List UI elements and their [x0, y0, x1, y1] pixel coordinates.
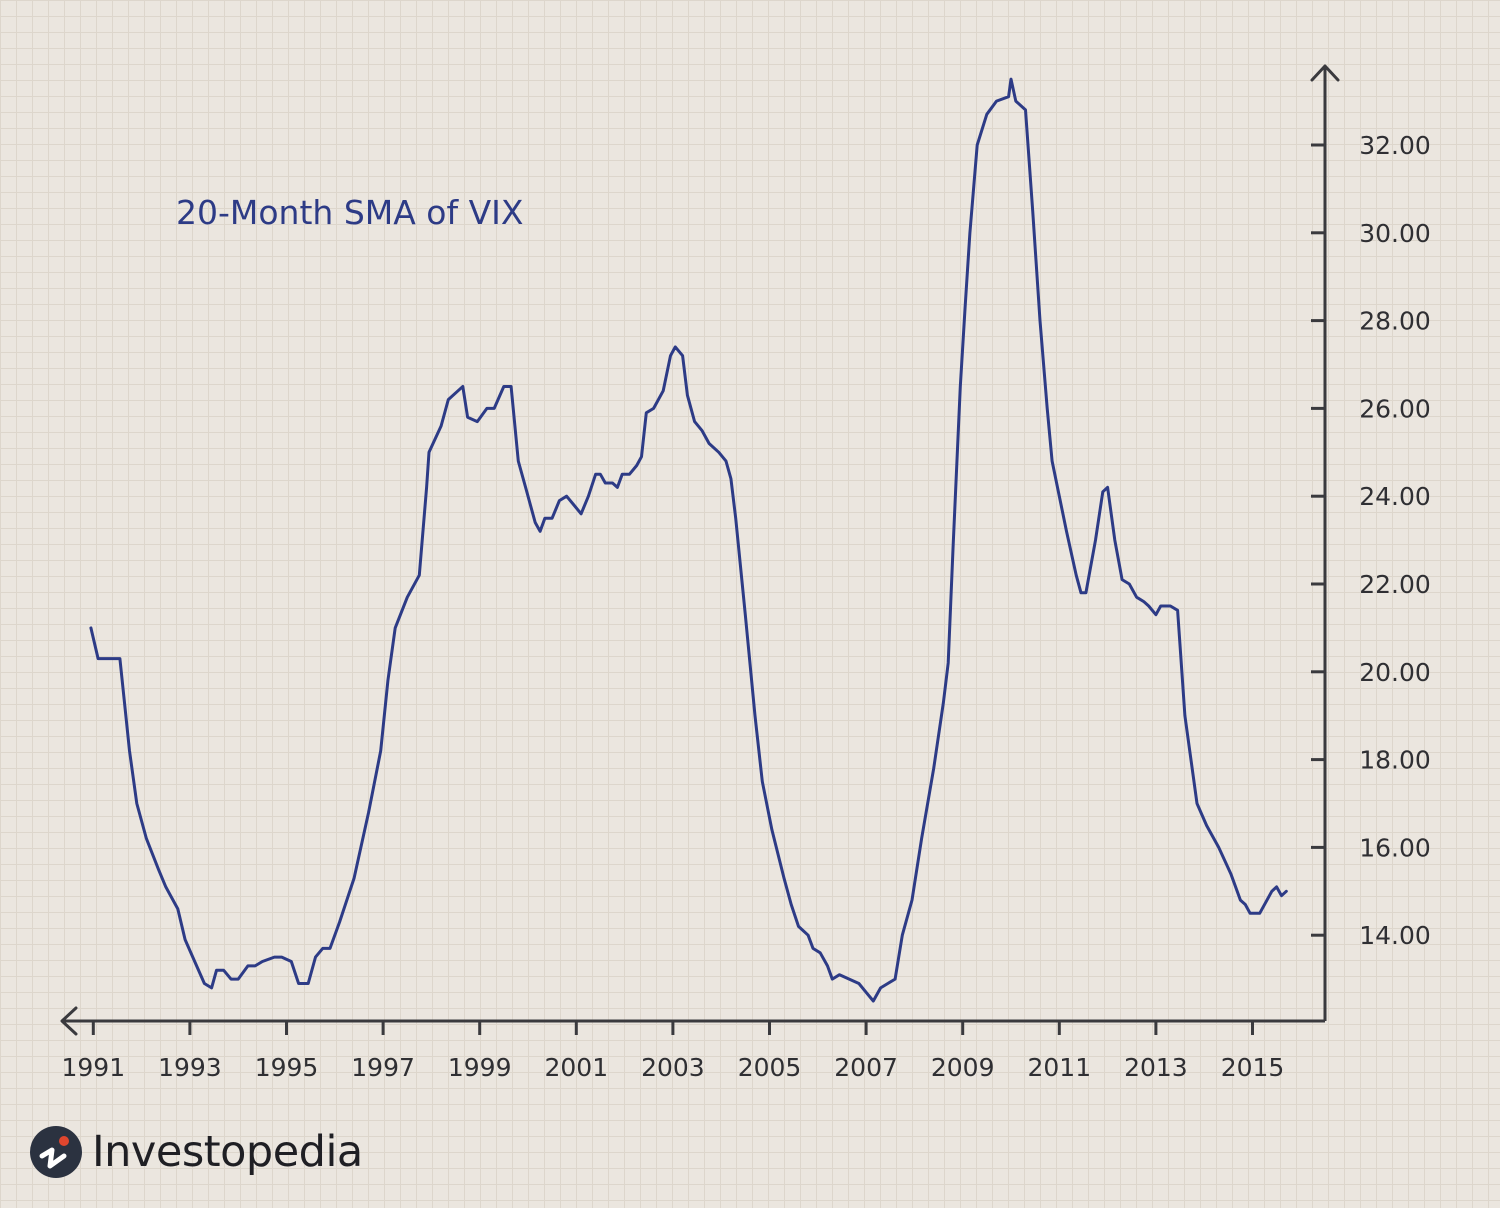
y-tick-label: 28.00 — [1359, 307, 1431, 336]
y-tick-label: 14.00 — [1359, 921, 1431, 950]
y-tick-label: 32.00 — [1359, 131, 1431, 160]
x-tick-label: 1995 — [255, 1053, 319, 1082]
x-tick-label: 2007 — [834, 1053, 898, 1082]
chart-title: 20-Month SMA of VIX — [176, 193, 524, 232]
x-tick-label: 1991 — [61, 1053, 125, 1082]
x-tick-label: 2003 — [641, 1053, 705, 1082]
investopedia-logo-icon — [30, 1126, 82, 1178]
x-tick-label: 2015 — [1221, 1053, 1285, 1082]
brand-name: Investopedia — [92, 1127, 363, 1177]
y-tick-label: 22.00 — [1359, 570, 1431, 599]
series-layer — [89, 77, 1288, 1003]
x-tick-label: 1993 — [158, 1053, 222, 1082]
x-axis-ticks: 1991 1993 1995 1997 1999 2001 2003 2005 2007 2009… — [61, 1021, 1284, 1082]
y-tick-label: 20.00 — [1359, 658, 1431, 687]
y-axis-arrow — [1310, 64, 1340, 82]
x-tick-label: 1997 — [351, 1053, 415, 1082]
y-tick-label: 26.00 — [1359, 394, 1431, 423]
x-tick-label: 2013 — [1124, 1053, 1188, 1082]
x-tick-label: 2005 — [738, 1053, 802, 1082]
y-tick-label: 16.00 — [1359, 833, 1431, 862]
x-tick-label: 2001 — [544, 1053, 608, 1082]
x-axis-arrow — [60, 1006, 78, 1036]
axes — [60, 64, 1340, 1036]
x-tick-label: 1999 — [448, 1053, 512, 1082]
x-tick-label: 2009 — [931, 1053, 995, 1082]
y-tick-label: 24.00 — [1359, 482, 1431, 511]
y-axis-ticks: 14.00 16.00 18.00 20.00 22.00 24.00 26.00 28.00… — [1311, 131, 1431, 950]
series-line-vix-sma — [89, 77, 1288, 1003]
x-tick-label: 2011 — [1027, 1053, 1091, 1082]
investopedia-logo: Investopedia — [30, 1126, 363, 1178]
y-tick-label: 18.00 — [1359, 746, 1431, 775]
y-tick-label: 30.00 — [1359, 219, 1431, 248]
